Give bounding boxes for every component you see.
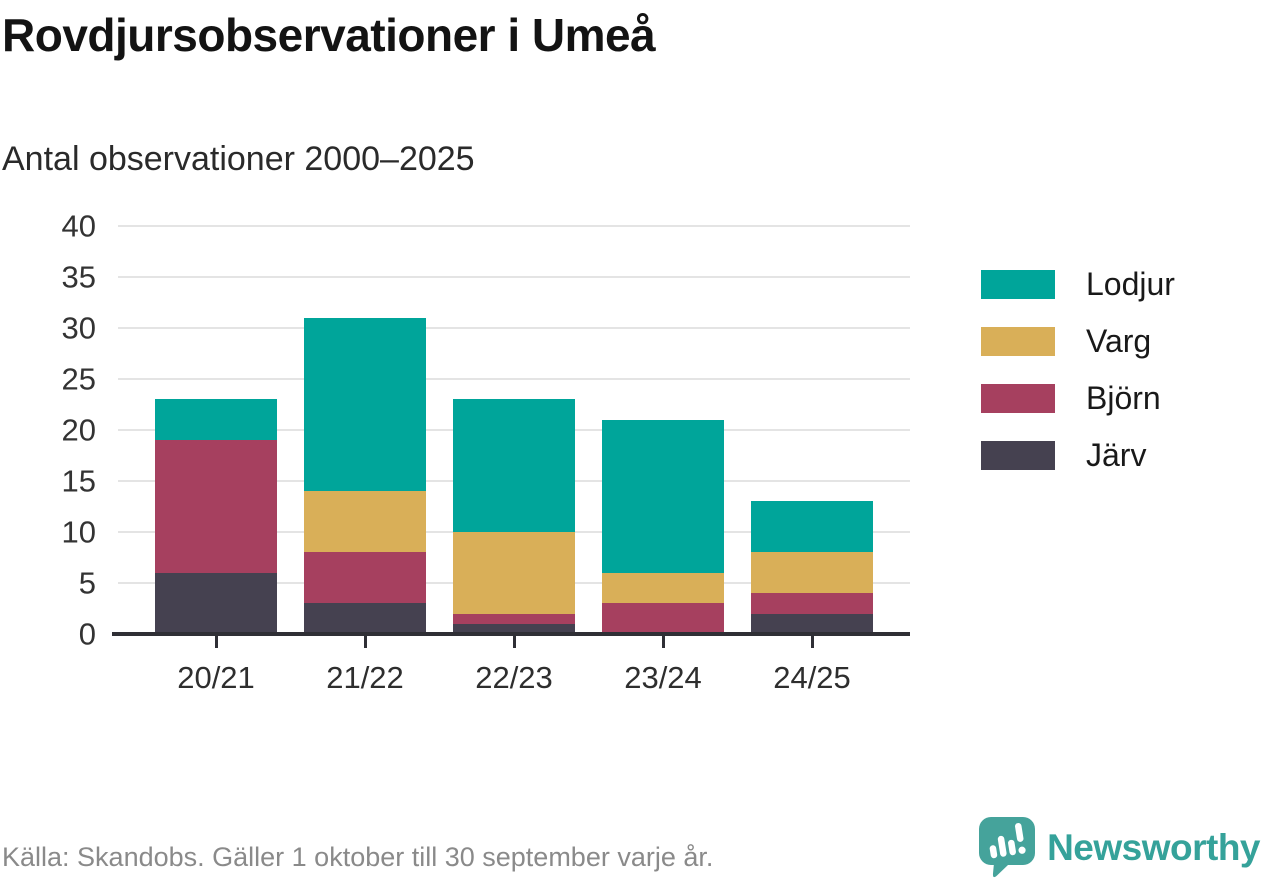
bar-segment-järv xyxy=(751,613,873,634)
bar-segment-järv xyxy=(453,623,575,634)
x-tick-label: 24/25 xyxy=(773,660,851,695)
y-tick-label: 0 xyxy=(78,616,96,652)
legend: Lodjur Varg Björn Järv xyxy=(981,265,1175,496)
newsworthy-logo: Newsworthy xyxy=(978,816,1260,879)
gridline xyxy=(118,276,910,278)
y-tick-label: 5 xyxy=(78,565,96,601)
bar-segment-björn xyxy=(453,613,575,624)
legend-swatch xyxy=(981,269,1055,299)
x-tick-label: 22/23 xyxy=(475,660,553,695)
bar-segment-varg xyxy=(453,532,575,614)
y-tick-label: 15 xyxy=(61,463,96,499)
bar-segment-lodjur xyxy=(453,399,575,533)
y-tick-label: 10 xyxy=(61,514,96,550)
x-tick xyxy=(810,636,814,648)
x-tick-label: 20/21 xyxy=(177,660,255,695)
x-tick xyxy=(661,636,665,648)
bar-segment-järv xyxy=(304,603,426,634)
bar-23-24 xyxy=(602,419,724,634)
bar-22-23 xyxy=(453,399,575,634)
source-note: Källa: Skandobs. Gäller 1 oktober till 3… xyxy=(2,842,714,872)
bar-segment-järv xyxy=(155,572,277,634)
bar-segment-varg xyxy=(751,552,873,594)
bar-segment-lodjur xyxy=(602,419,724,573)
chart-title: Rovdjursobservationer i Umeå xyxy=(2,9,656,61)
y-axis-labels: 0 5 10 15 20 25 30 35 40 xyxy=(0,211,96,650)
legend-item-järv: Järv xyxy=(981,436,1175,473)
legend-label: Varg xyxy=(1086,322,1152,359)
gridline xyxy=(118,225,910,227)
legend-label: Järv xyxy=(1086,436,1147,473)
legend-item-björn: Björn xyxy=(981,379,1175,416)
y-tick-label: 35 xyxy=(61,259,96,295)
legend-swatch xyxy=(981,383,1055,413)
x-axis-labels: 20/21 21/22 22/23 23/24 24/25 xyxy=(0,660,1262,700)
bar-segment-björn xyxy=(751,593,873,614)
bar-segment-björn xyxy=(602,603,724,634)
gridline xyxy=(118,378,910,380)
y-tick-label: 20 xyxy=(61,412,96,448)
y-tick-label: 30 xyxy=(61,310,96,346)
y-tick-label: 25 xyxy=(61,361,96,397)
x-tick xyxy=(512,636,516,648)
x-axis-line xyxy=(112,632,910,636)
bar-segment-varg xyxy=(602,572,724,604)
y-tick-label: 40 xyxy=(61,208,96,244)
bar-segment-lodjur xyxy=(155,399,277,441)
bar-segment-lodjur xyxy=(751,501,873,553)
x-tick xyxy=(214,636,218,648)
x-tick-label: 23/24 xyxy=(624,660,702,695)
x-tick xyxy=(363,636,367,648)
x-tick-label: 21/22 xyxy=(326,660,404,695)
bar-segment-varg xyxy=(304,491,426,553)
chart-subtitle: Antal observationer 2000–2025 xyxy=(2,140,475,178)
legend-label: Lodjur xyxy=(1086,265,1175,302)
legend-item-lodjur: Lodjur xyxy=(981,265,1175,302)
legend-swatch xyxy=(981,326,1055,356)
gridline xyxy=(118,327,910,329)
bar-21-22 xyxy=(304,317,426,634)
bar-segment-björn xyxy=(304,552,426,604)
legend-swatch xyxy=(981,440,1055,470)
newsworthy-icon xyxy=(979,817,1036,878)
legend-label: Björn xyxy=(1086,379,1161,416)
plot-area xyxy=(118,225,910,634)
bar-segment-björn xyxy=(155,440,277,573)
bar-24-25 xyxy=(751,501,873,634)
bar-20-21 xyxy=(155,399,277,634)
legend-item-varg: Varg xyxy=(981,322,1175,359)
newsworthy-wordmark: Newsworthy xyxy=(1047,826,1260,868)
bar-segment-lodjur xyxy=(304,317,426,492)
